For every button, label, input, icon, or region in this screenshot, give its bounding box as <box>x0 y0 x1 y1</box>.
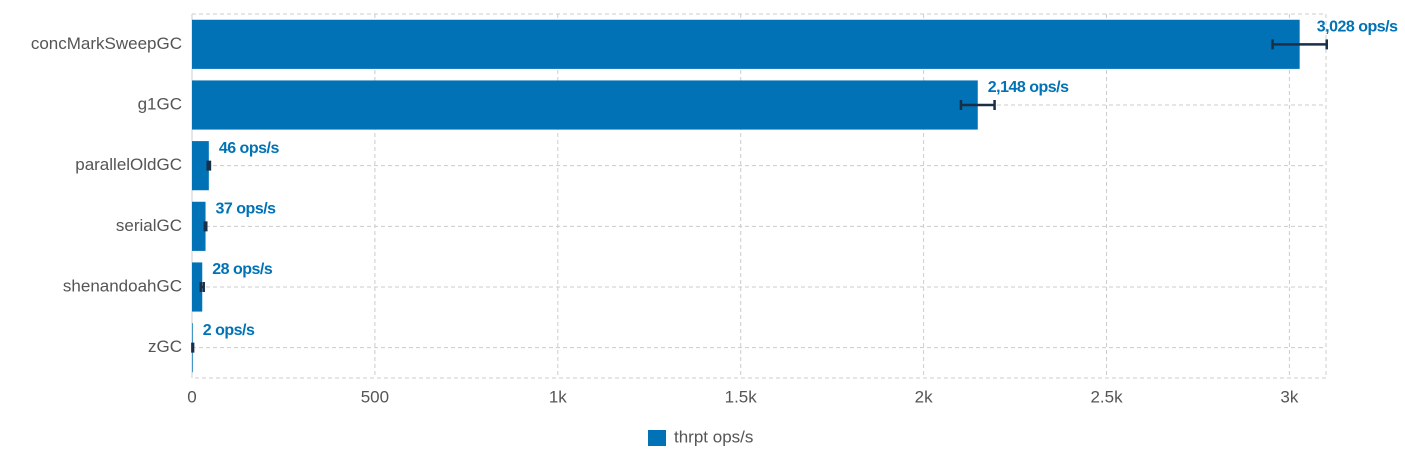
x-tick-label: 3k <box>1280 387 1298 406</box>
bar <box>192 262 203 312</box>
x-tick-label: 1.5k <box>725 387 758 406</box>
x-tick-label: 2.5k <box>1090 387 1123 406</box>
data-label: 46 ops/s <box>219 140 280 157</box>
y-tick-label: concMarkSweepGC <box>31 34 182 53</box>
data-label: 2,148 ops/s <box>988 79 1069 96</box>
data-label: 3,028 ops/s <box>1317 19 1398 36</box>
data-label: 2 ops/s <box>203 322 255 339</box>
data-label: 37 ops/s <box>216 201 277 218</box>
bar <box>192 141 209 191</box>
bar <box>192 19 1300 69</box>
y-tick-label: zGC <box>148 337 182 356</box>
y-tick-label: shenandoahGC <box>63 276 182 295</box>
error-bar <box>203 221 208 232</box>
error-bar <box>959 100 996 110</box>
y-tick-label: serialGC <box>116 216 182 235</box>
error-bar <box>199 282 205 292</box>
y-tick-label: g1GC <box>138 94 182 113</box>
y-tick-label: parallelOldGC <box>75 155 182 174</box>
error-bar <box>206 160 212 171</box>
legend-swatch <box>648 430 666 446</box>
data-label: 28 ops/s <box>212 261 273 278</box>
x-tick-label: 2k <box>915 387 933 406</box>
x-tick-label: 1k <box>549 387 567 406</box>
bar <box>192 80 978 130</box>
legend-label: thrpt ops/s <box>674 427 753 446</box>
error-bar <box>191 342 195 353</box>
x-tick-label: 500 <box>361 387 389 406</box>
error-bar <box>1271 39 1328 50</box>
x-tick-label: 0 <box>187 387 196 406</box>
bar <box>192 201 206 251</box>
